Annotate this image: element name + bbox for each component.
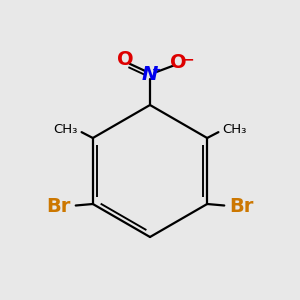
Text: −: − [182,52,194,66]
Text: +: + [152,64,161,75]
Text: Br: Br [230,197,254,216]
Text: CH₃: CH₃ [222,123,246,136]
Text: Br: Br [46,197,70,216]
Text: O: O [117,50,134,69]
Text: O: O [170,53,187,73]
Text: N: N [142,65,158,85]
Text: CH₃: CH₃ [54,123,78,136]
